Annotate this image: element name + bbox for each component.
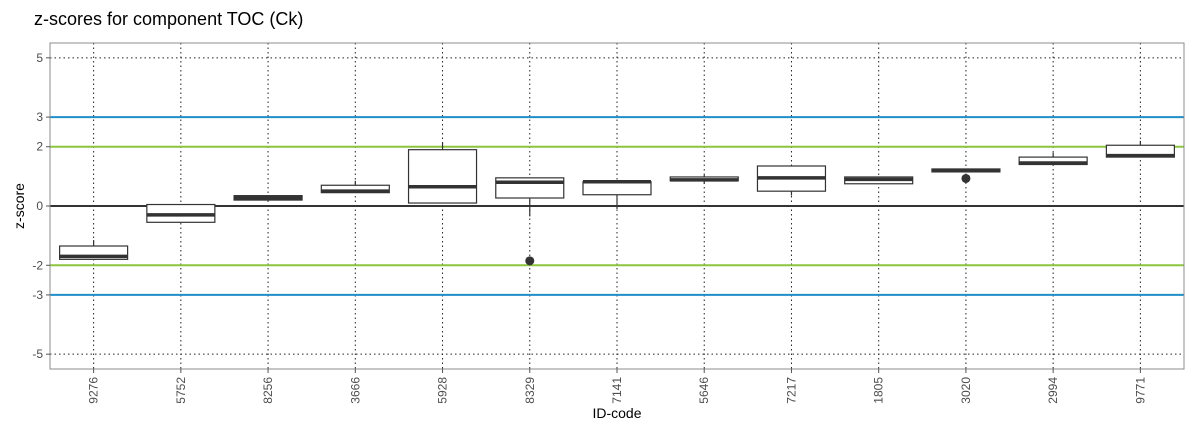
chart-title: z-scores for component TOC (Ck) (34, 9, 303, 29)
box-5646 (669, 174, 739, 184)
x-tick-label-2994: 2994 (1046, 377, 1060, 404)
x-tick-label-8329: 8329 (523, 377, 537, 404)
x-tick-label-9771: 9771 (1133, 377, 1147, 404)
y-tick-label: 5 (36, 51, 43, 65)
box-iqr (582, 181, 652, 196)
box-3020 (931, 168, 1001, 183)
box-9771 (1105, 140, 1175, 158)
box-7141 (582, 179, 652, 209)
box-8256 (233, 195, 303, 201)
x-tick-label-3020: 3020 (959, 377, 973, 404)
x-tick-label-5928: 5928 (436, 377, 450, 404)
x-tick-label-9276: 9276 (87, 377, 101, 404)
outlier-point (961, 173, 971, 183)
x-tick-label-5646: 5646 (697, 377, 711, 404)
box-8329 (495, 177, 565, 266)
box-1805 (844, 176, 914, 185)
x-tick-label-7141: 7141 (610, 377, 624, 404)
x-tick-label-7217: 7217 (784, 377, 798, 404)
box-iqr (407, 149, 478, 204)
y-tick-label: -5 (32, 347, 43, 361)
y-tick-label: -3 (32, 288, 43, 302)
y-tick-label: 3 (36, 110, 43, 124)
outlier-point (525, 256, 535, 266)
box-3666 (320, 180, 390, 194)
box-9276 (59, 240, 129, 260)
y-axis: 5 3 2 0 -2 -3 -5 (32, 51, 50, 361)
x-tick-label-8256: 8256 (261, 377, 275, 404)
y-axis-title: z-score (11, 183, 27, 229)
y-tick-label: 0 (36, 199, 43, 213)
box-5752 (146, 203, 216, 223)
box-5928 (407, 142, 478, 204)
y-tick-label: 2 (36, 140, 43, 154)
x-axis: 9276 5752 8256 3666 5928 8329 7141 5646 7217 1805… (87, 369, 1147, 404)
x-tick-label-3666: 3666 (348, 377, 362, 404)
box-7217 (756, 165, 827, 196)
x-axis-title: ID-code (592, 405, 641, 421)
x-tick-label-1805: 1805 (872, 377, 886, 404)
x-tick-label-5752: 5752 (174, 377, 188, 404)
y-tick-label: -2 (32, 258, 43, 272)
box-layer (59, 140, 1175, 266)
box-2994 (1018, 152, 1088, 166)
